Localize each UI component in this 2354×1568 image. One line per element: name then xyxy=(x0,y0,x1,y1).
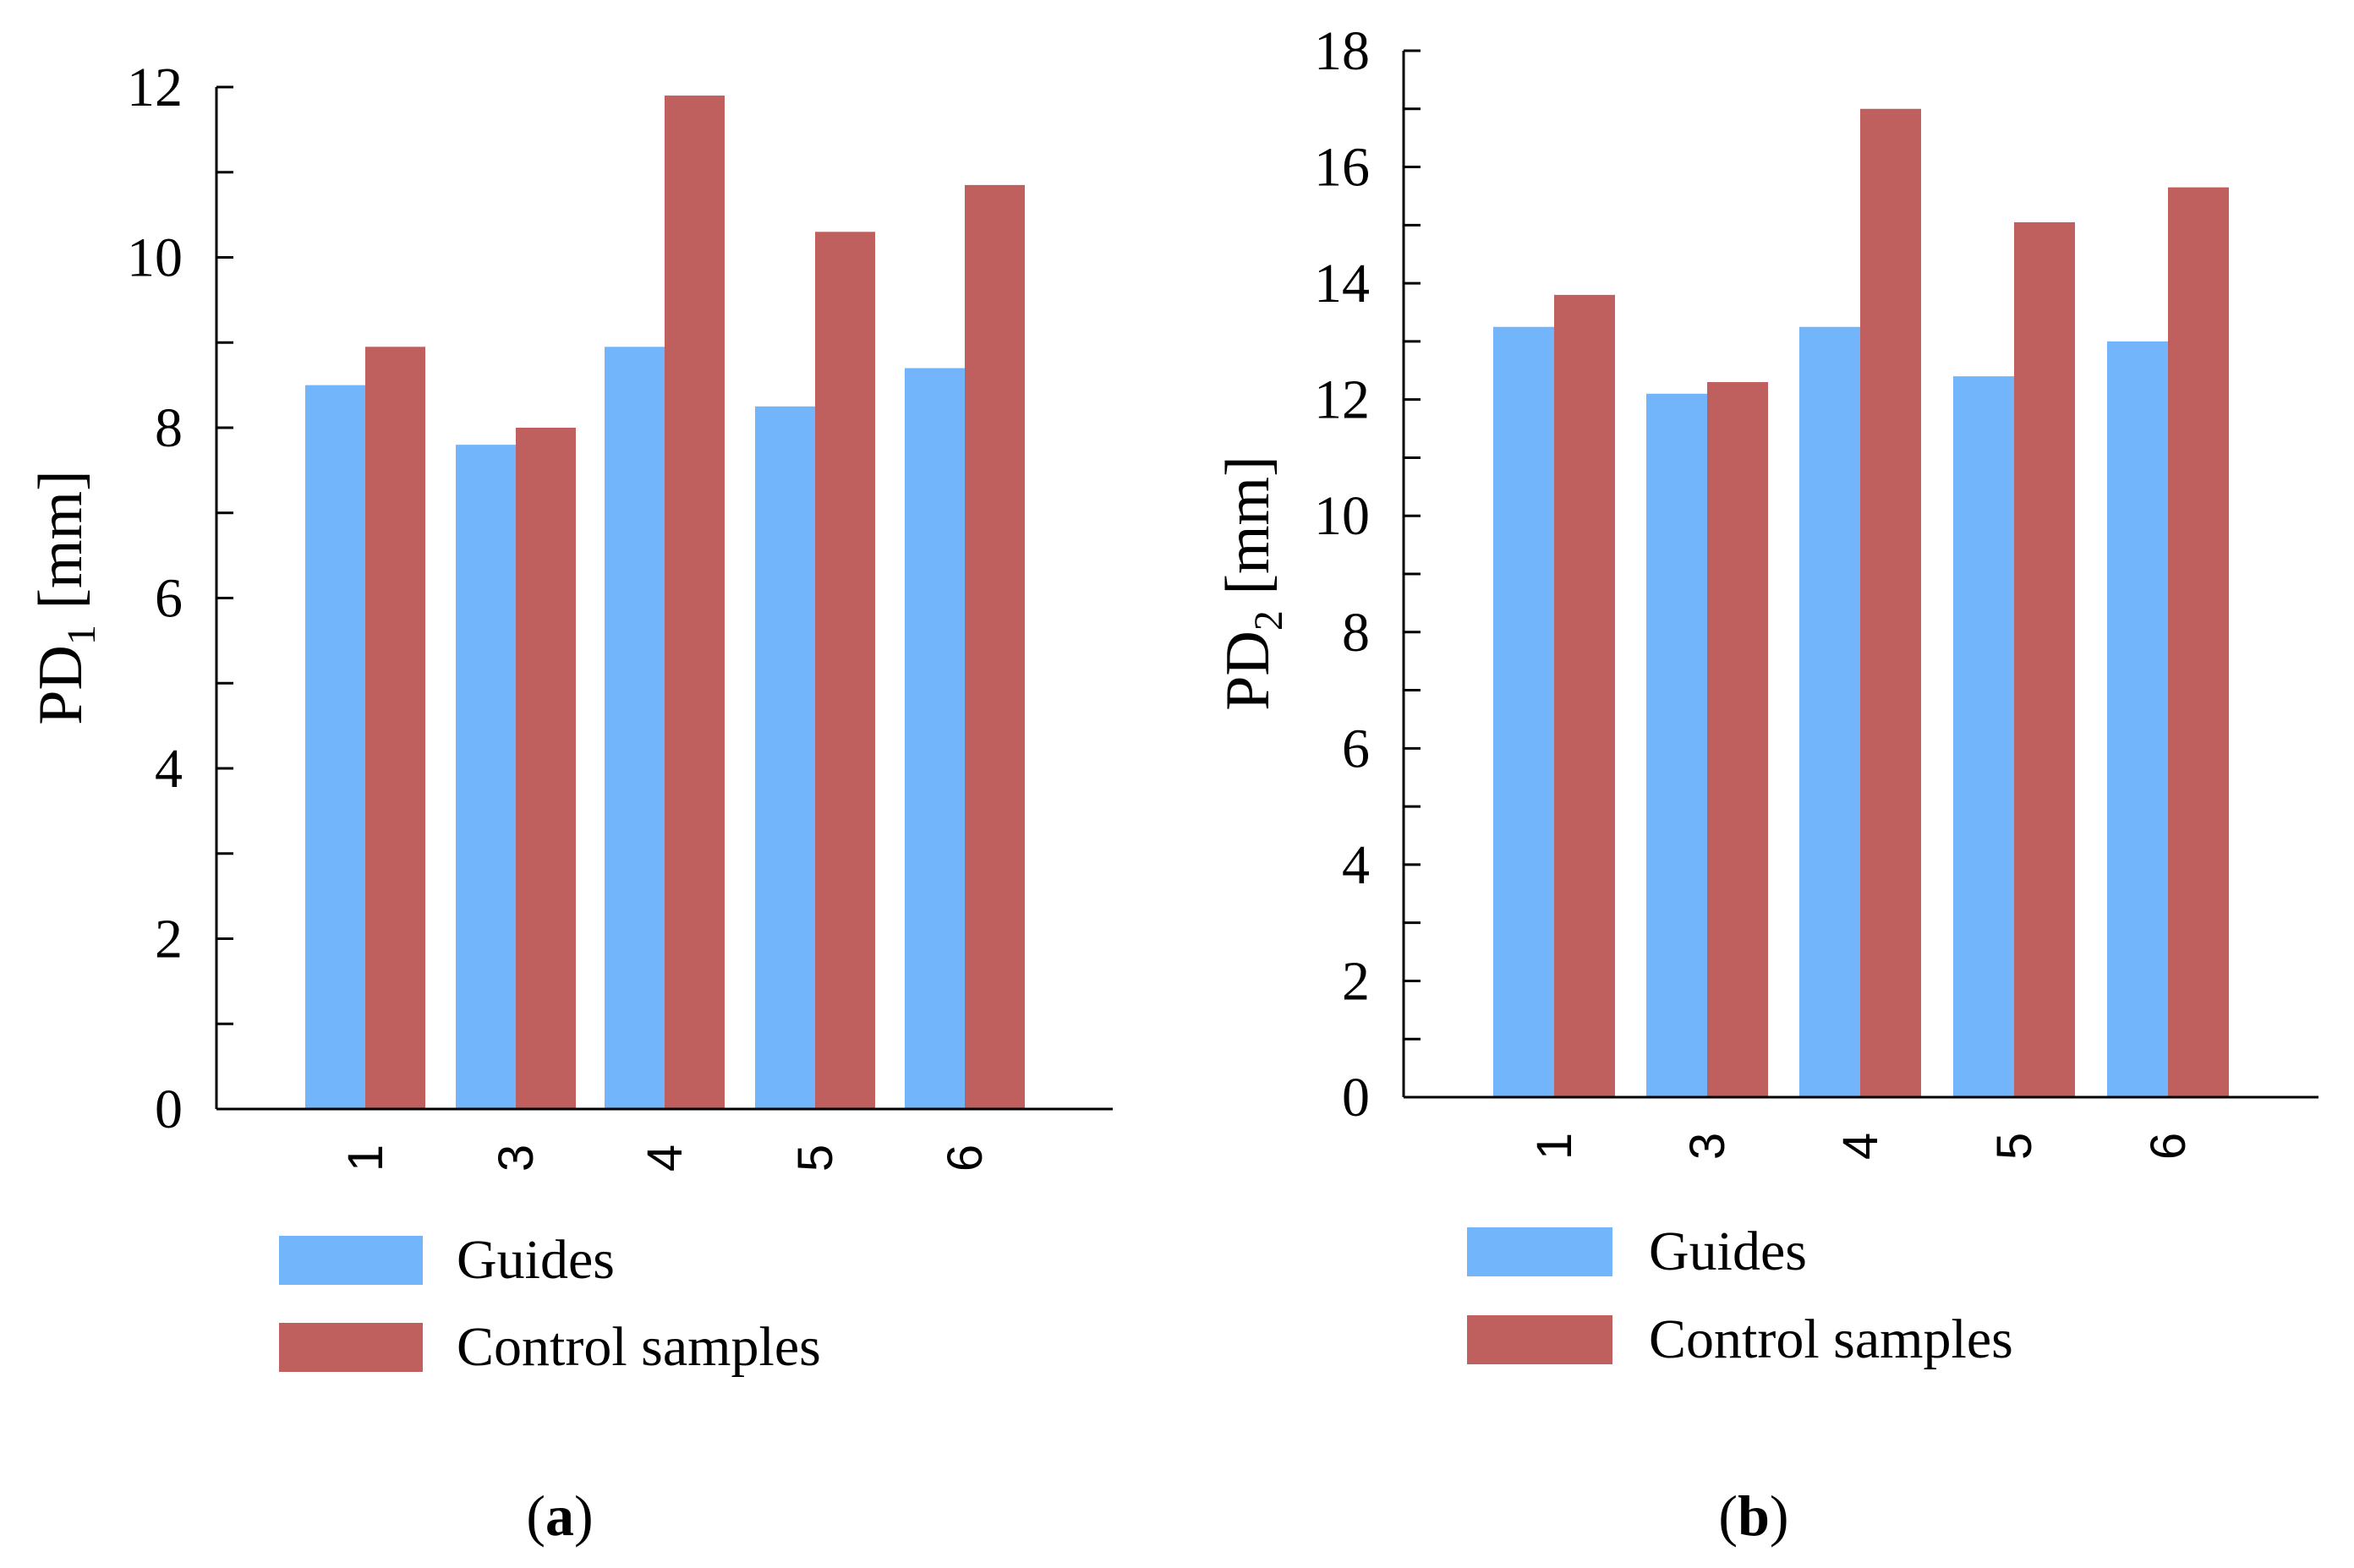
x-category-label-5: 5 xyxy=(788,1145,843,1172)
panel-label-open: ( xyxy=(1718,1483,1738,1548)
y-axis-title-main: PD xyxy=(26,645,96,725)
y-tick-label-12: 12 xyxy=(127,57,183,118)
bar-guides-4 xyxy=(605,347,665,1110)
bar-guides-4 xyxy=(1799,326,1860,1097)
panel-label-letter: a xyxy=(545,1483,574,1548)
legend-swatch-control xyxy=(1467,1315,1612,1364)
y-tick-label-16: 16 xyxy=(1314,137,1370,199)
legend-swatch-guides xyxy=(279,1236,423,1285)
x-category-label-5: 5 xyxy=(1987,1133,2042,1160)
legend-label-guides: Guides xyxy=(1649,1221,1807,1282)
legend-label-guides: Guides xyxy=(457,1229,615,1291)
y-tick-label-10: 10 xyxy=(127,227,183,289)
bar-control-1 xyxy=(365,347,425,1110)
y-tick-label-0: 0 xyxy=(155,1079,183,1140)
y-tick-label-2: 2 xyxy=(1342,950,1370,1012)
panel-label-close: ) xyxy=(1770,1483,1789,1548)
x-category-label-3: 3 xyxy=(1680,1133,1735,1160)
legend-swatch-control xyxy=(279,1323,423,1372)
y-tick-label-10: 10 xyxy=(1314,485,1370,547)
y-tick-label-12: 12 xyxy=(1314,369,1370,431)
bar-guides-6 xyxy=(2107,341,2168,1097)
panel-label-open: ( xyxy=(526,1483,545,1548)
x-category-label-6: 6 xyxy=(2141,1133,2196,1160)
bar-control-6 xyxy=(2168,187,2229,1097)
y-tick-label-6: 6 xyxy=(1342,718,1370,779)
y-tick-label-8: 8 xyxy=(155,397,183,459)
legend-swatch-guides xyxy=(1467,1227,1612,1276)
bar-control-5 xyxy=(815,232,875,1109)
bar-control-4 xyxy=(665,96,725,1110)
y-tick-label-18: 18 xyxy=(1314,20,1370,82)
x-category-label-4: 4 xyxy=(1833,1133,1888,1160)
y-axis-title-subscript: 1 xyxy=(59,625,104,645)
x-category-label-4: 4 xyxy=(638,1145,693,1172)
bar-control-3 xyxy=(516,428,576,1109)
bar-control-5 xyxy=(2014,221,2075,1098)
panel-label: (a) xyxy=(526,1483,593,1548)
legend-label-control: Control samples xyxy=(1649,1308,2013,1370)
bar-control-1 xyxy=(1554,294,1615,1097)
x-category-label-1: 1 xyxy=(338,1145,393,1172)
y-tick-label-0: 0 xyxy=(1342,1067,1370,1128)
panel-label-close: ) xyxy=(574,1483,594,1548)
bar-guides-5 xyxy=(755,406,815,1109)
y-axis-title: PD1 [mm] xyxy=(26,470,104,725)
y-tick-label-2: 2 xyxy=(155,909,183,970)
y-tick-label-14: 14 xyxy=(1314,253,1370,314)
y-tick-label-8: 8 xyxy=(1342,602,1370,664)
y-axis-title-unit: [mm] xyxy=(26,470,96,625)
panel-label-letter: b xyxy=(1738,1483,1770,1548)
x-category-label-3: 3 xyxy=(489,1145,544,1172)
y-axis-title-unit: [mm] xyxy=(1213,456,1283,610)
y-tick-label-4: 4 xyxy=(1342,834,1370,896)
y-axis-title: PD2 [mm] xyxy=(1213,456,1291,711)
panel-label: (b) xyxy=(1718,1483,1788,1548)
y-axis-title-main: PD xyxy=(1213,631,1283,711)
bar-control-4 xyxy=(1860,108,1921,1097)
legend-label-control: Control samples xyxy=(457,1316,821,1378)
bar-control-3 xyxy=(1707,382,1768,1097)
bar-guides-5 xyxy=(1953,376,2014,1098)
bar-guides-6 xyxy=(905,368,965,1110)
x-category-label-6: 6 xyxy=(938,1145,993,1172)
x-category-label-1: 1 xyxy=(1527,1133,1582,1160)
y-tick-label-6: 6 xyxy=(155,568,183,630)
bar-guides-3 xyxy=(1646,393,1707,1097)
bar-control-6 xyxy=(965,184,1025,1109)
bar-guides-3 xyxy=(456,445,516,1109)
bar-guides-1 xyxy=(1493,326,1554,1097)
y-axis-title-subscript: 2 xyxy=(1246,610,1291,631)
bar-guides-1 xyxy=(305,385,365,1109)
y-tick-label-4: 4 xyxy=(155,738,183,800)
